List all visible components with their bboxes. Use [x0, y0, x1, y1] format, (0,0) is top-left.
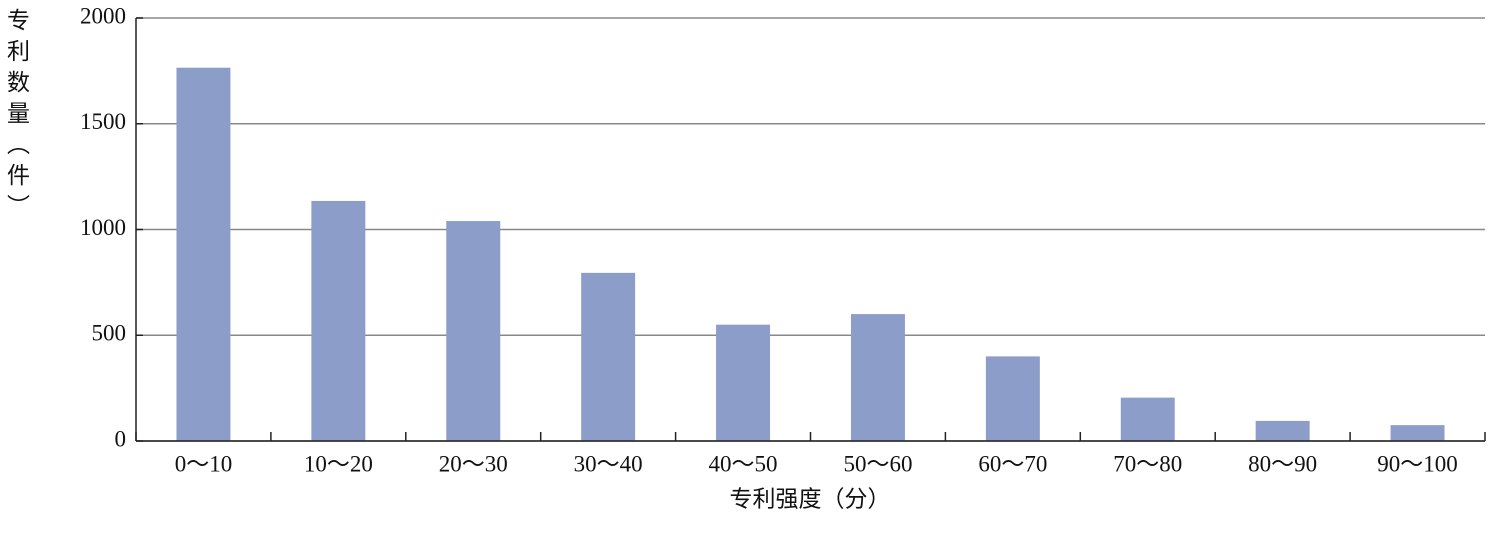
bar: [176, 67, 231, 441]
x-tick-label: 80～90: [1248, 451, 1317, 476]
x-axis-title: 专利强度（分）: [730, 486, 891, 511]
y-tick-label: 2000: [80, 3, 126, 28]
bar: [311, 200, 366, 441]
y-tick-label: 500: [92, 321, 127, 346]
bar: [581, 272, 636, 441]
bar: [446, 221, 501, 441]
x-tick-label: 10～20: [304, 451, 373, 476]
y-tick-label: 1000: [80, 215, 126, 240]
x-tick-label: 30～40: [574, 451, 643, 476]
x-tick-label: 20～30: [439, 451, 508, 476]
y-axis-title: 专利数量（件）: [4, 8, 31, 225]
x-tick-label: 50～60: [843, 451, 912, 476]
bar: [985, 356, 1040, 441]
x-tick-label: 70～80: [1113, 451, 1182, 476]
x-tick-label: 0～10: [175, 451, 233, 476]
y-tick-label: 0: [115, 426, 127, 451]
x-tick-label: 40～50: [709, 451, 778, 476]
bar: [1255, 420, 1310, 441]
bar: [850, 314, 905, 441]
x-tick-label: 60～70: [978, 451, 1047, 476]
bar: [1120, 397, 1175, 441]
bar: [1390, 425, 1445, 441]
bar: [716, 324, 771, 441]
x-tick-label: 90～100: [1377, 451, 1458, 476]
y-tick-label: 1500: [80, 109, 126, 134]
